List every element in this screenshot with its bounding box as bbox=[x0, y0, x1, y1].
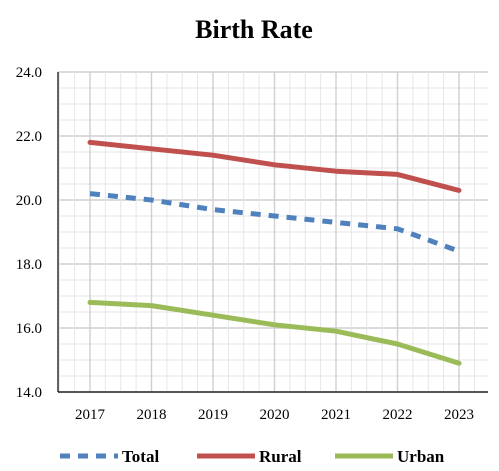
x-tick-label: 2018 bbox=[137, 407, 167, 423]
series-line-total bbox=[89, 191, 460, 254]
plot-area bbox=[57, 71, 488, 393]
y-tick-label: 16.0 bbox=[16, 321, 42, 337]
gridlines bbox=[58, 71, 488, 393]
x-tick-label: 2017 bbox=[75, 407, 106, 423]
x-tick-label: 2021 bbox=[321, 407, 351, 423]
legend-label-urban: Urban bbox=[397, 447, 445, 466]
legend-label-rural: Rural bbox=[259, 447, 302, 466]
x-tick-label: 2023 bbox=[444, 407, 474, 423]
x-tick-label: 2019 bbox=[198, 407, 228, 423]
x-tick-label: 2022 bbox=[383, 407, 413, 423]
x-axis-tick-labels: 2017 2018 2019 2020 2021 2022 2023 bbox=[75, 407, 474, 423]
y-tick-label: 24.0 bbox=[16, 65, 42, 81]
series-line-rural bbox=[87, 139, 462, 193]
y-tick-label: 20.0 bbox=[16, 193, 42, 209]
y-tick-label: 14.0 bbox=[16, 385, 42, 401]
series-lines bbox=[87, 139, 462, 366]
series-line-urban bbox=[87, 299, 462, 366]
chart-title: Birth Rate bbox=[195, 15, 313, 44]
legend-label-total: Total bbox=[122, 447, 159, 466]
y-axis-tick-labels: 14.0 16.0 18.0 20.0 22.0 24.0 bbox=[16, 65, 42, 401]
x-tick-label: 2020 bbox=[260, 407, 290, 423]
y-tick-label: 18.0 bbox=[16, 257, 42, 273]
legend: Total Rural Urban bbox=[60, 447, 445, 466]
axes bbox=[57, 72, 488, 393]
y-tick-label: 22.0 bbox=[16, 129, 42, 145]
